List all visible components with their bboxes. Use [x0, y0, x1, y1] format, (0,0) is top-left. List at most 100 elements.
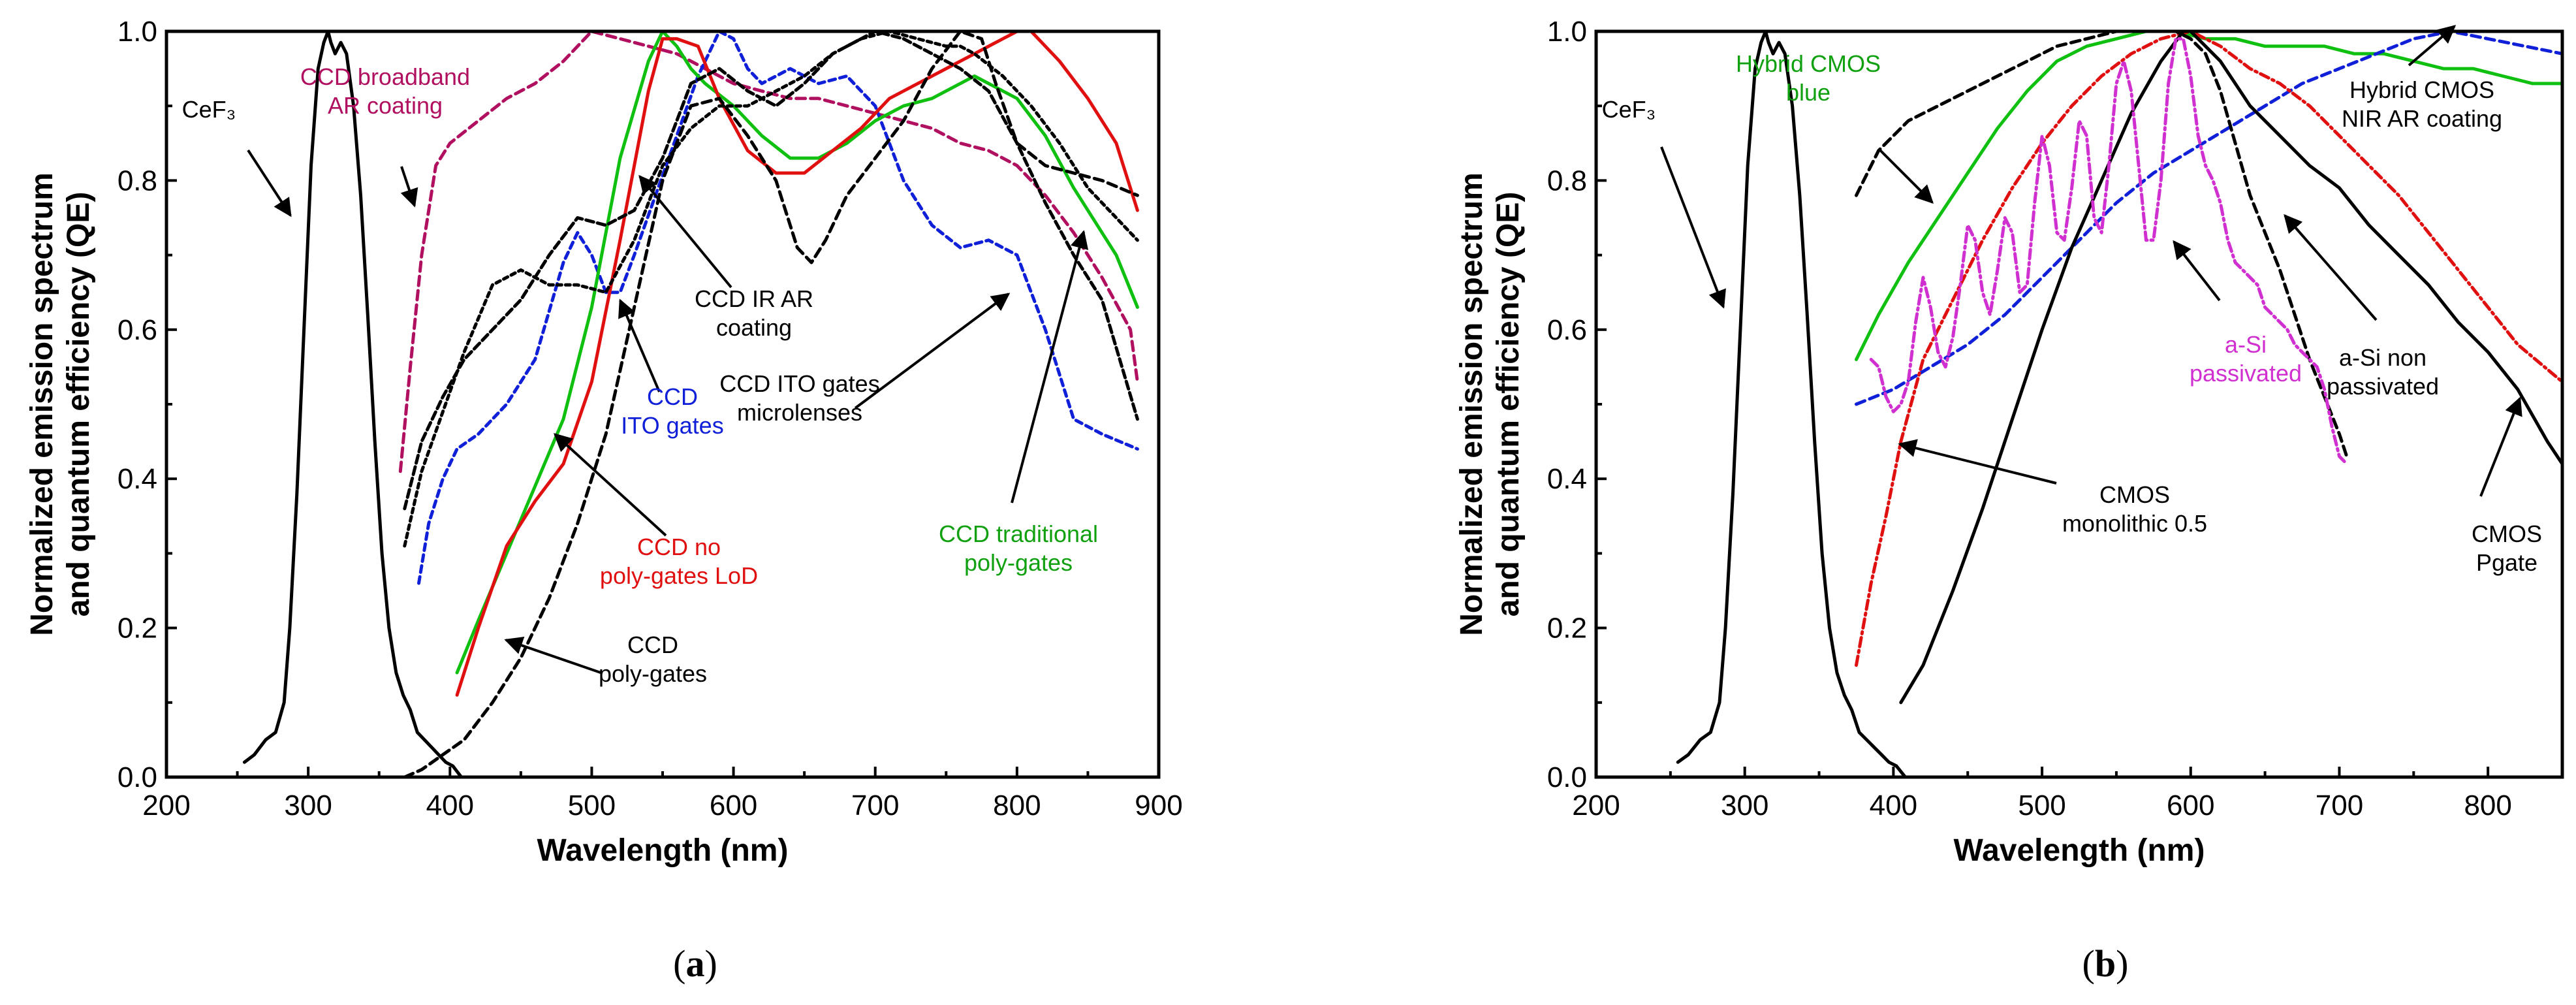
y-tick-label: 0.4 — [1547, 463, 1587, 495]
y-axis-label-line: and quantum efficiency (QE) — [61, 192, 96, 617]
annotation-arrow — [553, 433, 667, 537]
annotation-label: CeF₃ — [182, 96, 236, 123]
y-tick-label: 0.8 — [1547, 165, 1587, 197]
y-tick-label: 1.0 — [1547, 16, 1587, 48]
panel-b-chart: 200 300 400 500 600 700 800 0.0 0.2 0.4 0.6 0.8 1.0 W… — [1454, 16, 2564, 985]
series-line-ccd-broadband-ar-coating — [398, 31, 1139, 473]
y-tick-label: 0.8 — [118, 165, 157, 197]
x-tick-label: 800 — [2464, 790, 2511, 822]
panel-a-chart: 200 300 400 500 600 700 800 900 0.0 0.2 0.4 0.6 0.8 1… — [25, 16, 1183, 985]
annotation-label: CMOS monolithic 0.5 — [2062, 481, 2207, 537]
annotation-arrow — [247, 149, 292, 217]
annotation-arrow — [504, 636, 601, 674]
panel-label-paren: ( — [673, 942, 685, 985]
y-tick-label: 0.0 — [118, 761, 157, 793]
x-tick-label: 900 — [1135, 790, 1182, 822]
annotation-line: CCD traditional — [939, 520, 1098, 547]
x-tick-label: 700 — [851, 790, 899, 822]
annotation-line: Pgate — [2476, 549, 2537, 576]
y-axis-label-line: Normalized emission spectrum — [25, 172, 59, 636]
series-group — [1676, 31, 2562, 777]
series-line-ccd-no-poly-gates-lod — [455, 31, 1139, 697]
series-line-cmos-pgate — [1899, 31, 2562, 705]
series-line-ccd-ito-gates-blue — [417, 31, 1139, 585]
annotation-label: Hybrid CMOS blue — [1736, 50, 1881, 106]
x-tick-label: 200 — [142, 790, 190, 822]
annotation-arrow — [854, 293, 1011, 409]
annotation-arrow — [2284, 214, 2378, 321]
series-line-ccd-ito-gates-microlenses — [403, 31, 1139, 548]
annotation-label: CCD poly-gates — [599, 631, 707, 687]
y-axis-label: Normalized emission spectrumand quantum … — [25, 172, 96, 636]
annotation-line: CeF₃ — [182, 96, 236, 123]
panel-label-paren: ( — [2082, 942, 2095, 985]
series-line-cef3-emission — [1676, 31, 1908, 777]
annotation-arrow — [1660, 146, 1726, 309]
annotation-line: CCD broadband — [300, 63, 470, 90]
annotation-line: CCD — [647, 383, 698, 410]
annotation-line: CCD ITO gates — [719, 370, 879, 397]
annotation-line: Hybrid CMOS — [2349, 76, 2494, 103]
annotation-label: CCD no poly-gates LoD — [600, 534, 758, 589]
annotation-line: CMOS — [2099, 481, 2170, 508]
panel-label: (b) — [2082, 942, 2129, 985]
annotation-arrow — [2479, 396, 2522, 497]
series-line-ccd-poly-gates — [403, 31, 1139, 777]
x-tick-label: 300 — [1721, 790, 1768, 822]
x-tick-label: 300 — [284, 790, 332, 822]
annotation-arrow — [1898, 439, 2057, 485]
annotation-line: ITO gates — [621, 412, 723, 439]
annotation-line: coating — [716, 314, 792, 341]
panel-label: (a) — [673, 942, 717, 985]
annotation-label: CCD broadband AR coating — [300, 63, 470, 119]
annotation-label: CCD ITO gates microlenses — [719, 370, 879, 426]
annotation-line: AR coating — [328, 92, 443, 119]
annotation-label: Hybrid CMOS NIR AR coating — [2342, 76, 2502, 132]
annotation-label: a-Si passivated — [2190, 331, 2302, 387]
annotation-line: NIR AR coating — [2342, 105, 2502, 132]
y-tick-label: 0.2 — [1547, 613, 1587, 645]
x-tick-label: 400 — [426, 790, 474, 822]
y-tick-label: 0.6 — [1547, 314, 1587, 346]
annotation-arrow — [2173, 240, 2221, 302]
x-tick-label: 500 — [568, 790, 616, 822]
x-tick-label: 800 — [993, 790, 1041, 822]
x-tick-label: 700 — [2316, 790, 2363, 822]
plot-frame — [1594, 29, 2564, 779]
x-tick-label: 600 — [2167, 790, 2214, 822]
y-tick-label: 0.4 — [118, 463, 157, 495]
annotation-label: CCD ITO gates — [621, 383, 723, 439]
annotation-line: passivated — [2190, 360, 2302, 387]
annotation-line: blue — [1786, 79, 1830, 106]
annotation-line: Hybrid CMOS — [1736, 50, 1881, 77]
series-line-ccd-traditional-poly-gates — [455, 31, 1139, 675]
annotation-line: microlenses — [737, 399, 862, 426]
panel-label-paren: ) — [705, 942, 717, 985]
y-axis-label-line: and quantum efficiency (QE) — [1491, 192, 1526, 617]
annotation-label: a-Si non passivated — [2327, 344, 2439, 400]
annotation-line: a-Si non — [2339, 344, 2427, 371]
annotation-arrow — [618, 298, 661, 392]
annotation-arrow — [400, 166, 418, 208]
y-tick-label: 1.0 — [118, 16, 157, 48]
annotation-line: passivated — [2327, 373, 2439, 400]
series-line-cmos-monolithic-0-5 — [1855, 31, 2562, 667]
annotation-line: CeF₃ — [1602, 96, 1656, 123]
annotation-label: CCD traditional poly-gates — [939, 520, 1098, 576]
annotation-line: poly-gates LoD — [600, 562, 758, 589]
x-axis-label: Wavelength (nm) — [1954, 833, 2205, 868]
y-axis-label-line: Normalized emission spectrum — [1454, 172, 1489, 636]
y-tick-label: 0.2 — [118, 613, 157, 645]
y-tick-label: 0.6 — [118, 314, 157, 346]
annotation-line: CCD no — [637, 534, 721, 560]
annotation-line: CCD IR AR — [695, 285, 813, 312]
y-tick-label: 0.0 — [1547, 761, 1587, 793]
x-tick-label: 500 — [2018, 790, 2066, 822]
annotation-arrow — [638, 174, 732, 289]
annotation-arrow — [1879, 149, 1934, 204]
annotation-label: CeF₃ — [1602, 96, 1656, 123]
y-axis-label: Normalized emission spectrumand quantum … — [1454, 172, 1526, 636]
annotation-line: CCD — [627, 631, 678, 658]
annotation-line: poly-gates — [964, 549, 1073, 576]
